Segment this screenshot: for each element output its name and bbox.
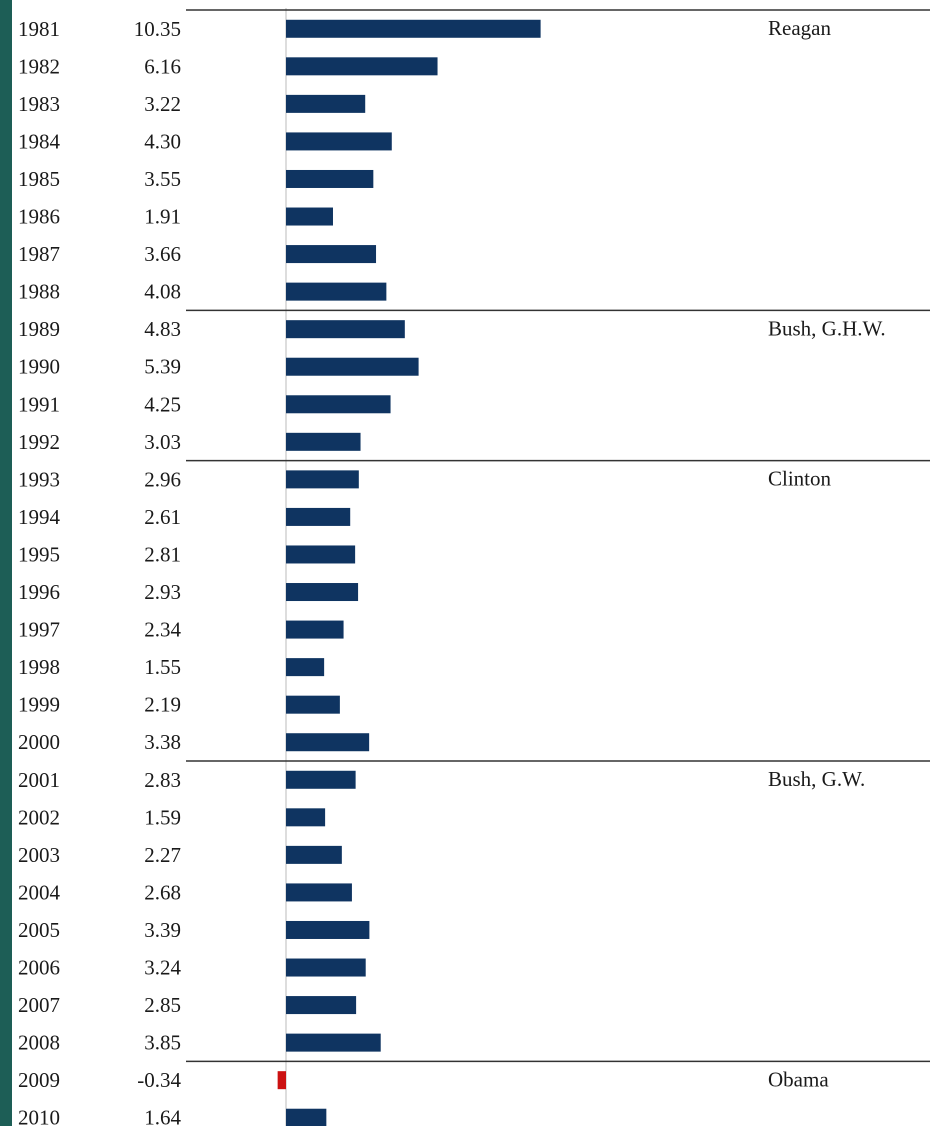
- year-label: 1983: [18, 92, 60, 116]
- value-label: 2.27: [144, 843, 181, 867]
- president-label: Clinton: [768, 467, 832, 491]
- bar: [286, 845, 342, 864]
- bar: [286, 507, 351, 526]
- negative-bar: [277, 1071, 286, 1090]
- value-label: -0.34: [137, 1068, 181, 1092]
- bar: [286, 620, 344, 639]
- bar: [286, 920, 370, 939]
- bar: [286, 695, 340, 714]
- bar: [286, 808, 326, 827]
- year-label: 1987: [18, 242, 60, 266]
- bar: [286, 470, 359, 489]
- value-label: 2.85: [144, 993, 181, 1017]
- year-label: 1997: [18, 618, 60, 642]
- value-label: 2.93: [144, 580, 181, 604]
- value-label: 3.55: [144, 167, 181, 191]
- bar: [286, 169, 374, 188]
- president-label: Bush, G.W.: [768, 767, 865, 791]
- bar: [286, 996, 357, 1015]
- year-label: 1994: [18, 505, 61, 529]
- bar: [286, 282, 387, 301]
- year-label: 1992: [18, 430, 60, 454]
- president-label: Bush, G.H.W.: [768, 316, 886, 340]
- value-label: 3.66: [144, 242, 181, 266]
- bar: [286, 1108, 327, 1126]
- year-label: 2010: [18, 1106, 60, 1126]
- year-label: 1982: [18, 54, 60, 78]
- value-label: 10.35: [134, 17, 181, 41]
- year-label: 1999: [18, 693, 60, 717]
- bar: [286, 245, 377, 264]
- bar-chart: Reagan Bush, G.H.W. Clinton Bush, G.W. Obama…: [18, 8, 930, 1126]
- year-label: 2003: [18, 843, 60, 867]
- bar: [286, 1033, 381, 1052]
- value-label: 2.34: [144, 618, 181, 642]
- year-label: 2009: [18, 1068, 60, 1092]
- value-label: 3.85: [144, 1031, 181, 1055]
- year-label: 2001: [18, 768, 60, 792]
- year-label: 2002: [18, 805, 60, 829]
- value-label: 1.55: [144, 655, 181, 679]
- bar: [286, 132, 392, 151]
- bar: [286, 658, 325, 677]
- value-label: 3.39: [144, 918, 181, 942]
- value-label: 2.83: [144, 768, 181, 792]
- value-label: 2.68: [144, 880, 181, 904]
- value-label: 3.03: [144, 430, 181, 454]
- value-label: 1.59: [144, 805, 181, 829]
- value-label: 4.08: [144, 280, 181, 304]
- year-label: 1989: [18, 317, 60, 341]
- year-label: 1993: [18, 467, 60, 491]
- president-label: Reagan: [768, 16, 831, 40]
- value-label: 4.25: [144, 392, 181, 416]
- value-label: 1.64: [144, 1106, 181, 1126]
- year-label: 1988: [18, 280, 60, 304]
- value-label: 3.22: [144, 92, 181, 116]
- president-label: Obama: [768, 1067, 829, 1091]
- value-label: 2.96: [144, 467, 181, 491]
- bar: [286, 19, 541, 38]
- value-label: 3.38: [144, 730, 181, 754]
- value-label: 5.39: [144, 355, 181, 379]
- year-label: 1985: [18, 167, 60, 191]
- year-label: 1981: [18, 17, 60, 41]
- value-label: 4.30: [144, 129, 181, 153]
- year-label: 1991: [18, 392, 60, 416]
- bar: [286, 57, 438, 76]
- chart-panel: Reagan Bush, G.H.W. Clinton Bush, G.W. Obama…: [12, 0, 935, 1126]
- value-label: 2.81: [144, 542, 181, 566]
- year-label: 1984: [18, 129, 61, 153]
- bar: [286, 432, 361, 451]
- value-label: 4.83: [144, 317, 181, 341]
- year-label: 2005: [18, 918, 60, 942]
- bar: [286, 958, 366, 977]
- year-label: 2004: [18, 880, 61, 904]
- year-label: 2007: [18, 993, 60, 1017]
- bar: [286, 207, 333, 226]
- bar: [286, 733, 370, 752]
- year-label: 1996: [18, 580, 60, 604]
- bar: [286, 883, 352, 902]
- bar: [286, 357, 419, 376]
- year-label: 2006: [18, 956, 60, 980]
- value-label: 1.91: [144, 205, 181, 229]
- bar: [286, 94, 366, 113]
- value-label: 6.16: [144, 54, 181, 78]
- bar: [286, 320, 405, 339]
- bar: [286, 395, 391, 414]
- year-label: 1998: [18, 655, 60, 679]
- bar: [286, 770, 356, 789]
- year-label: 2008: [18, 1031, 60, 1055]
- bar: [286, 545, 356, 564]
- year-label: 2000: [18, 730, 60, 754]
- year-label: 1995: [18, 542, 60, 566]
- year-label: 1986: [18, 205, 60, 229]
- value-label: 2.19: [144, 693, 181, 717]
- bar: [286, 583, 359, 602]
- year-label: 1990: [18, 355, 60, 379]
- value-label: 3.24: [144, 956, 181, 980]
- value-label: 2.61: [144, 505, 181, 529]
